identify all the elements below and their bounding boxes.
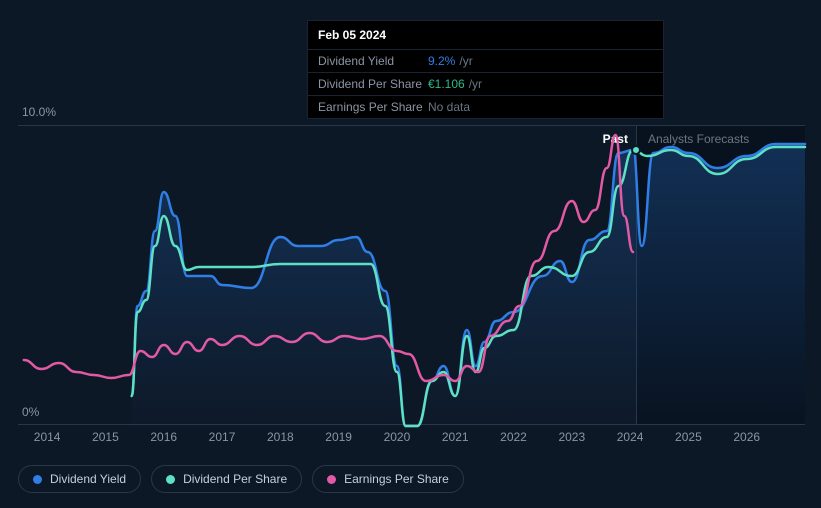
tooltip-date: Feb 05 2024 bbox=[308, 21, 663, 50]
tooltip-row: Dividend Yield 9.2% /yr bbox=[308, 50, 663, 73]
tooltip-label: Dividend Per Share bbox=[318, 77, 428, 91]
tooltip-row: Earnings Per Share No data bbox=[308, 96, 663, 118]
x-axis: 2014 2015 2016 2017 2018 2019 2020 2021 2022 2023… bbox=[18, 430, 805, 450]
legend-label: Dividend Yield bbox=[50, 472, 126, 486]
legend-dot-icon bbox=[33, 475, 42, 484]
x-tick: 2021 bbox=[442, 430, 469, 444]
x-tick: 2026 bbox=[733, 430, 760, 444]
marker-dot bbox=[631, 145, 641, 155]
tooltip-label: Dividend Yield bbox=[318, 54, 428, 68]
y-axis-max-label: 10.0% bbox=[22, 105, 56, 119]
legend-item-dividend-per-share[interactable]: Dividend Per Share bbox=[151, 465, 302, 493]
x-tick: 2014 bbox=[34, 430, 61, 444]
tooltip-value: No data bbox=[428, 100, 470, 114]
x-tick: 2025 bbox=[675, 430, 702, 444]
legend-label: Dividend Per Share bbox=[183, 472, 287, 486]
tooltip-value: 9.2% bbox=[428, 54, 455, 68]
tooltip-label: Earnings Per Share bbox=[318, 100, 428, 114]
x-tick: 2017 bbox=[209, 430, 236, 444]
x-tick: 2019 bbox=[325, 430, 352, 444]
tooltip-value: €1.106 bbox=[428, 77, 465, 91]
tooltip-row: Dividend Per Share €1.106 /yr bbox=[308, 73, 663, 96]
x-tick: 2023 bbox=[558, 430, 585, 444]
plot-area[interactable]: Past Analysts Forecasts bbox=[18, 125, 805, 425]
chart-svg bbox=[18, 126, 805, 426]
x-tick: 2016 bbox=[150, 430, 177, 444]
legend-dot-icon bbox=[327, 475, 336, 484]
x-tick: 2018 bbox=[267, 430, 294, 444]
legend: Dividend Yield Dividend Per Share Earnin… bbox=[18, 465, 464, 493]
chart-tooltip: Feb 05 2024 Dividend Yield 9.2% /yr Divi… bbox=[307, 20, 664, 119]
legend-item-dividend-yield[interactable]: Dividend Yield bbox=[18, 465, 141, 493]
chart[interactable]: 10.0% 0% Past Analysts Forecasts 2014201… bbox=[0, 105, 821, 445]
x-tick: 2022 bbox=[500, 430, 527, 444]
legend-dot-icon bbox=[166, 475, 175, 484]
legend-label: Earnings Per Share bbox=[344, 472, 449, 486]
tooltip-suffix: /yr bbox=[469, 77, 482, 91]
tooltip-suffix: /yr bbox=[459, 54, 472, 68]
x-tick: 2024 bbox=[617, 430, 644, 444]
x-tick: 2020 bbox=[384, 430, 411, 444]
x-tick: 2015 bbox=[92, 430, 119, 444]
legend-item-earnings-per-share[interactable]: Earnings Per Share bbox=[312, 465, 464, 493]
